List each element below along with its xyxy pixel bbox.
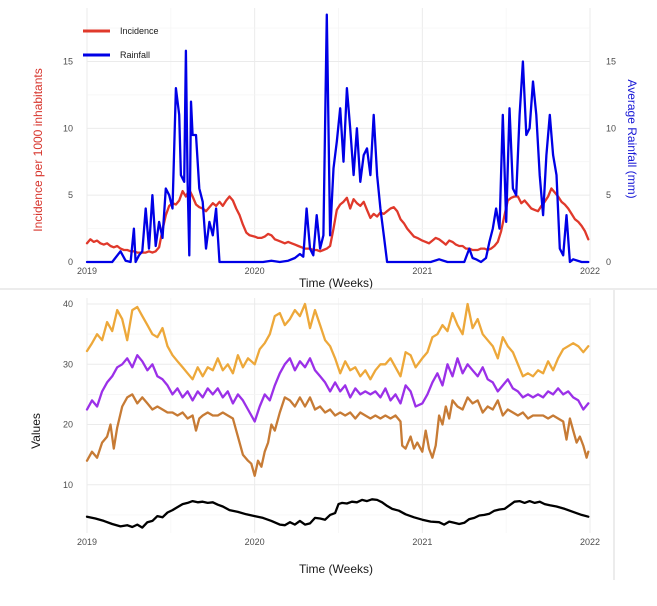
x-tick-label: 2021 (412, 266, 432, 276)
series-line-series-2 (85, 354, 590, 423)
y-tick-label: 0 (68, 257, 73, 267)
y-tick-label-right: 15 (606, 56, 616, 66)
x-tick-label: 2020 (245, 537, 265, 547)
y-tick-label-right: 10 (606, 123, 616, 133)
series-line-incidence (85, 187, 590, 254)
y-tick-label: 10 (63, 480, 73, 490)
y-tick-label: 5 (68, 190, 73, 200)
y-tick-label-right: 0 (606, 257, 611, 267)
top-y-ticks: 0 5 10 15 (63, 56, 73, 267)
y-tick-label: 15 (63, 56, 73, 66)
bottom-x-ticks: 2019 2020 2021 2022 (77, 537, 600, 547)
bottom-series (85, 302, 590, 529)
series-line-series-1 (85, 302, 590, 381)
bottom-x-axis-title: Time (Weeks) (299, 562, 373, 576)
bottom-y-axis-title: Values (29, 413, 43, 449)
legend-label-incidence: Incidence (120, 26, 159, 36)
legend-label-rainfall: Rainfall (120, 50, 150, 60)
x-tick-label: 2021 (412, 537, 432, 547)
top-x-ticks: 2019 2020 2021 2022 (77, 266, 600, 276)
top-series (85, 13, 590, 264)
y-tick-label: 30 (63, 359, 73, 369)
y-tick-label: 40 (63, 299, 73, 309)
top-y-ticks-right: 0 5 10 15 (606, 56, 616, 267)
series-line-series-4 (85, 498, 590, 529)
x-tick-label: 2022 (580, 266, 600, 276)
bottom-y-ticks: 10 20 30 40 (63, 299, 73, 490)
y-tick-label-right: 5 (606, 190, 611, 200)
bottom-chart-panel: 2019 2020 2021 2022 10 20 30 40 Time (Weeks) V… (29, 298, 600, 576)
x-tick-label: 2020 (245, 266, 265, 276)
top-y-axis-title: Incidence per 1000 inhabitants (31, 68, 45, 231)
bottom-grid (86, 298, 591, 533)
y-tick-label: 20 (63, 420, 73, 430)
top-x-axis-title: Time (Weeks) (299, 276, 373, 290)
top-chart-panel: 2019 2020 2021 2022 0 5 10 15 0 5 10 15 Incidence… (31, 8, 639, 290)
top-y-axis-title-right: Average Rainfall (mm) (625, 79, 639, 198)
x-tick-label: 2019 (77, 537, 97, 547)
x-tick-label: 2022 (580, 537, 600, 547)
top-legend: Incidence Rainfall (83, 26, 159, 60)
y-tick-label: 10 (63, 123, 73, 133)
series-line-rainfall (85, 13, 590, 264)
x-tick-label: 2019 (77, 266, 97, 276)
series-line-series-3 (85, 393, 590, 477)
